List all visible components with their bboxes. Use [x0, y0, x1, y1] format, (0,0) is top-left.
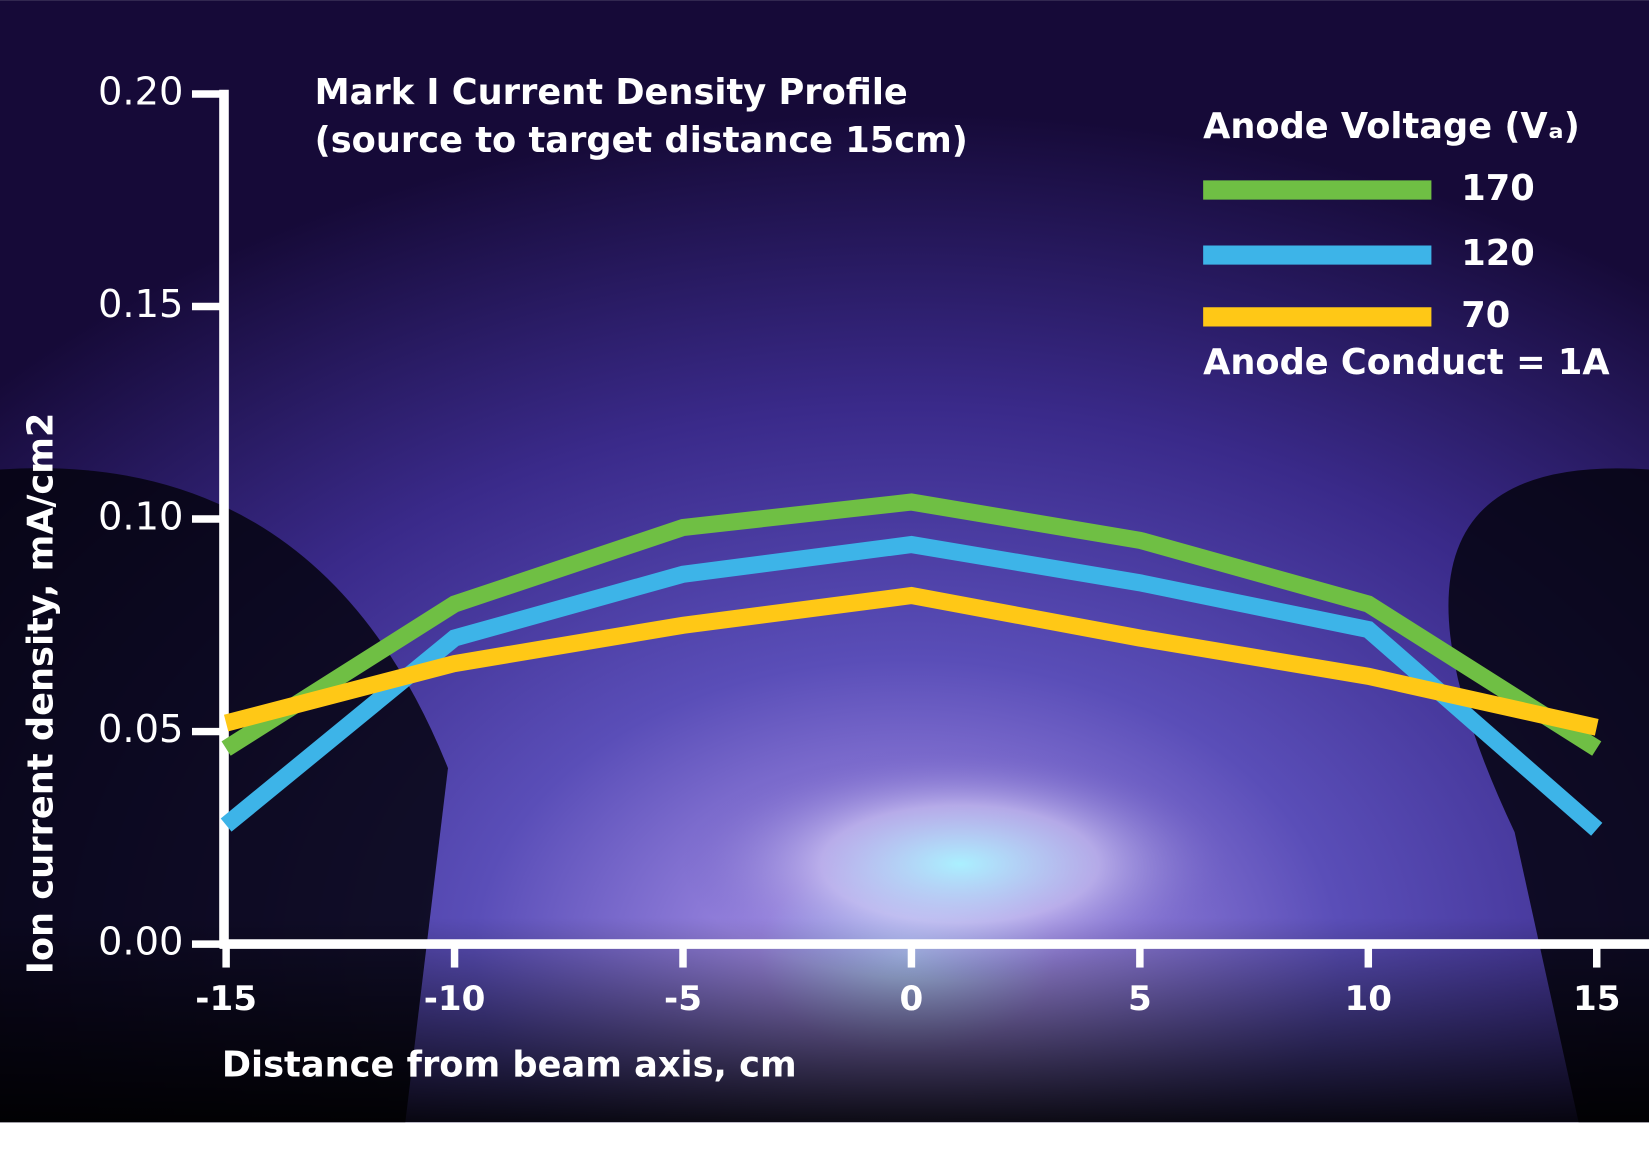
- x-axis-title: Distance from beam axis, cm: [222, 1045, 797, 1086]
- chart-subtitle: (source to target distance 15cm): [315, 120, 968, 161]
- x-tick-label: -5: [664, 979, 702, 1019]
- series-line: [221, 493, 1602, 756]
- x-tick-label: 15: [1573, 979, 1621, 1019]
- y-tick-label: 0.00: [98, 920, 183, 965]
- series-line: [223, 586, 1599, 736]
- series-line: [220, 535, 1603, 836]
- chart-title: Mark I Current Density Profile: [315, 72, 908, 113]
- annotation: Anode Conduct = 1A: [1203, 342, 1610, 383]
- y-axis-title: Ion current density, mA/cm2: [21, 413, 62, 975]
- glow-spot: [682, 746, 1238, 982]
- x-tick-label: 5: [1128, 979, 1152, 1019]
- legend-label: 70: [1461, 295, 1510, 336]
- legend-label: 170: [1461, 168, 1534, 209]
- y-tick-label: 0.05: [98, 707, 183, 752]
- x-tick-label: 0: [900, 979, 924, 1019]
- y-tick-label: 0.10: [98, 495, 183, 540]
- x-tick-label: -10: [424, 979, 486, 1019]
- legend-label: 120: [1461, 233, 1534, 274]
- x-tick-label: -15: [195, 979, 257, 1019]
- y-tick-label: 0.20: [98, 69, 183, 114]
- y-tick-label: 0.15: [98, 282, 183, 327]
- legend-title: Anode Voltage (Vₐ): [1203, 106, 1580, 147]
- x-tick-label: 10: [1345, 979, 1393, 1019]
